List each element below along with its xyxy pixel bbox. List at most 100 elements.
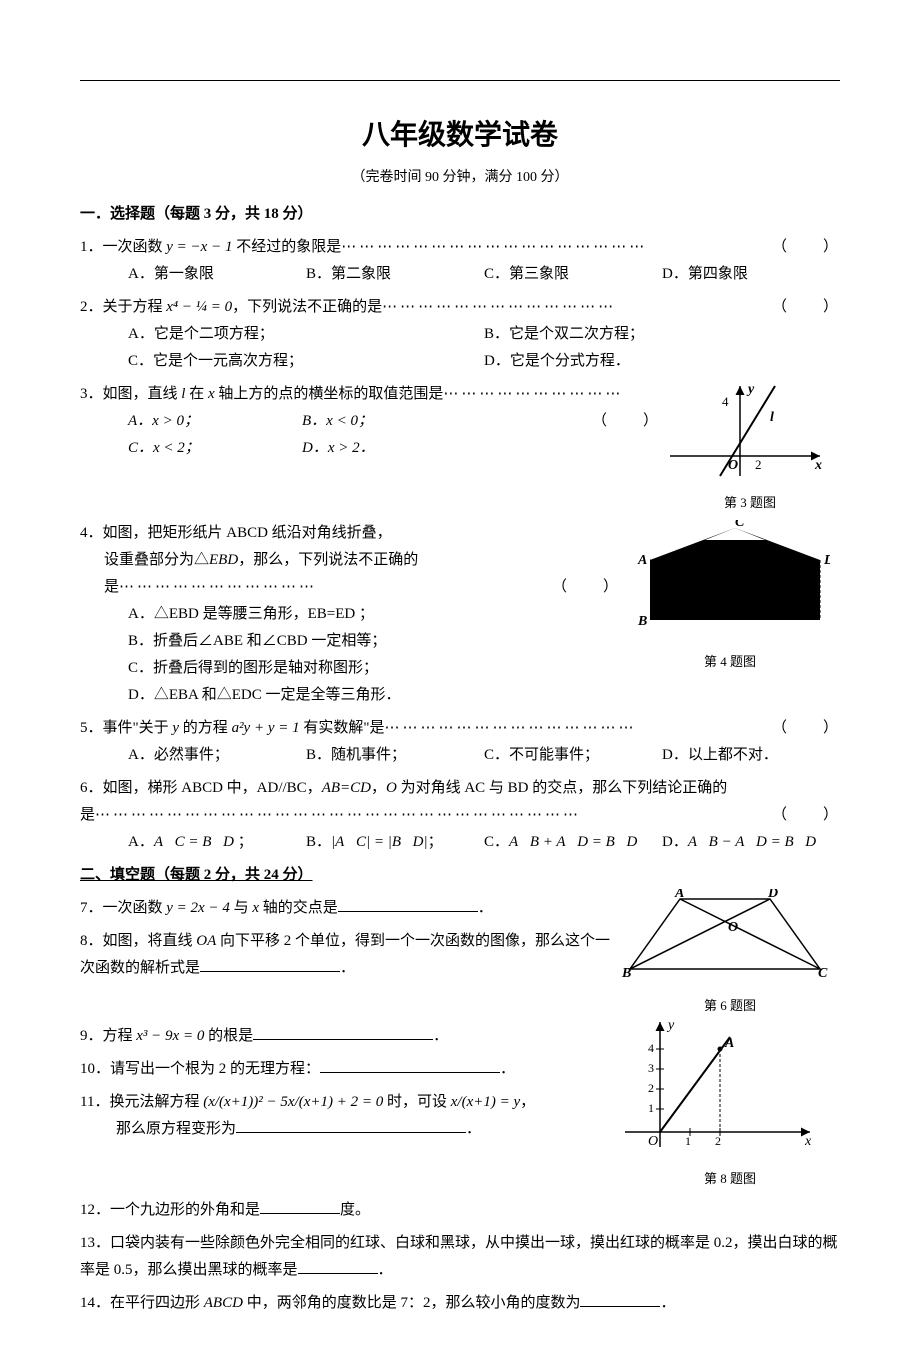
q1-paren: （ ） — [772, 234, 840, 261]
q14-stem-pre: 14．在平行四边形 — [80, 1295, 204, 1311]
q7-math: y = 2x − 4 — [166, 900, 230, 916]
q2-choice-a: A．它是个二项方程； — [128, 321, 484, 348]
svg-text:B: B — [621, 966, 631, 981]
q3-figure-label: 第 3 题图 — [660, 491, 840, 514]
question-6: 6．如图，梯形 ABCD 中，AD//BC，AB=CD，O 为对角线 AC 与 … — [80, 775, 840, 856]
q6-choice-a: A．A⃗C = B⃗D ； — [128, 829, 306, 856]
q1-math: y = −x − 1 — [166, 239, 232, 255]
q2-choice-c: C．它是个一元高次方程； — [128, 348, 484, 375]
q14-post: ． — [660, 1295, 675, 1311]
q6-dots: ⋯⋯⋯⋯⋯⋯⋯⋯⋯⋯⋯⋯⋯⋯⋯⋯⋯⋯⋯⋯⋯⋯⋯⋯⋯⋯⋯ — [95, 807, 581, 823]
q6-choice-d: D．A⃗B − A⃗D = B⃗D — [662, 829, 840, 856]
svg-text:D: D — [823, 553, 830, 568]
q7-stem-pre: 7．一次函数 — [80, 900, 166, 916]
question-2: 2．关于方程 x⁴ − ¼ = 0，下列说法不正确的是⋯⋯⋯⋯⋯⋯⋯⋯⋯⋯⋯⋯⋯… — [80, 294, 840, 375]
question-14: 14．在平行四边形 ABCD 中，两邻角的度数比是 7：2，那么较小角的度数为． — [80, 1290, 840, 1317]
q11-stem-pre: 11．换元法解方程 — [80, 1094, 203, 1110]
q5-choice-b: B．随机事件； — [306, 742, 484, 769]
q7-i: x — [252, 900, 259, 916]
q9-stem-post: 的根是 — [204, 1028, 253, 1044]
question-1: 1．一次函数 y = −x − 1 不经过的象限是⋯⋯⋯⋯⋯⋯⋯⋯⋯⋯⋯⋯⋯⋯⋯… — [80, 234, 840, 288]
question-5: 5．事件"关于 y 的方程 a²y + y = 1 有实数解"是⋯⋯⋯⋯⋯⋯⋯⋯… — [80, 715, 840, 769]
q9-math: x³ − 9x = 0 — [136, 1028, 204, 1044]
section1-head: 一．选择题（每题 3 分，共 18 分） — [80, 201, 840, 228]
q13-blank — [298, 1259, 378, 1274]
svg-text:4: 4 — [722, 394, 729, 409]
q3-stem-mid: 在 — [185, 386, 208, 402]
q5-choice-a: A．必然事件； — [128, 742, 306, 769]
q3-stem-post: 轴上方的点的横坐标的取值范围是 — [215, 386, 444, 402]
svg-text:O: O — [728, 920, 738, 935]
q5-stem-post: 有实数解"是 — [300, 720, 385, 736]
q6-choice-c: C．A⃗B + A⃗D = B⃗D — [484, 829, 662, 856]
q5-choice-c: C．不可能事件； — [484, 742, 662, 769]
q2-dots: ⋯⋯⋯⋯⋯⋯⋯⋯⋯⋯⋯⋯⋯ — [382, 299, 616, 315]
q13-stem: 13．口袋内装有一些除颜色外完全相同的红球、白球和黑球，从中摸出一球，摸出红球的… — [80, 1235, 838, 1278]
svg-text:2: 2 — [648, 1081, 654, 1095]
svg-text:A: A — [724, 1036, 734, 1051]
q3-figure: 4 2 l x y O — [660, 381, 830, 481]
svg-text:E: E — [727, 541, 737, 556]
svg-text:2: 2 — [755, 457, 762, 472]
q9-stem-pre: 9．方程 — [80, 1028, 136, 1044]
q12-stem: 12．一个九边形的外角和是 — [80, 1202, 260, 1218]
q3-i2: x — [208, 386, 215, 402]
svg-text:x: x — [804, 1134, 812, 1149]
q4-stem2-i: EBD — [209, 552, 238, 568]
q11-line2: 那么原方程变形为 — [116, 1121, 236, 1137]
q8-stem-pre: 8．如图，将直线 — [80, 933, 196, 949]
q10-blank — [320, 1058, 500, 1073]
question-3: 3．如图，直线 l 在 x 轴上方的点的横坐标的取值范围是⋯⋯⋯⋯⋯⋯⋯⋯⋯⋯（… — [80, 381, 840, 514]
q7-blank — [338, 897, 478, 912]
q14-i: ABCD — [204, 1295, 243, 1311]
q8-i: OA — [196, 933, 216, 949]
q5-dots: ⋯⋯⋯⋯⋯⋯⋯⋯⋯⋯⋯⋯⋯⋯ — [385, 720, 637, 736]
q11-math1: (x/(x+1))² − 5x/(x+1) + 2 = 0 — [203, 1094, 383, 1110]
q1-choice-a: A．第一象限 — [128, 261, 306, 288]
svg-text:O: O — [728, 458, 738, 473]
q6-stem-mid: ， — [371, 780, 386, 796]
question-13: 13．口袋内装有一些除颜色外完全相同的红球、白球和黑球，从中摸出一球，摸出红球的… — [80, 1230, 840, 1284]
q8-post: ． — [340, 960, 355, 976]
q3-dots: ⋯⋯⋯⋯⋯⋯⋯⋯⋯⋯ — [443, 386, 623, 402]
q9-post: ． — [433, 1028, 448, 1044]
q1-choice-c: C．第三象限 — [484, 261, 662, 288]
q6-stem-pre: 6．如图，梯形 ABCD 中，AD//BC， — [80, 780, 322, 796]
q2-choice-b: B．它是个双二次方程； — [484, 321, 840, 348]
q4-figure-label: 第 4 题图 — [620, 650, 840, 673]
q4-choice-a: A．△EBD 是等腰三角形，EB=ED ； — [128, 601, 620, 628]
q3-choice-a: A．x > 0； — [128, 408, 302, 435]
svg-text:y: y — [666, 1018, 675, 1033]
q5-paren: （ ） — [772, 715, 840, 742]
q6-stem-math: AB=CD — [322, 780, 371, 796]
q2-stem-post: ，下列说法不正确的是 — [232, 299, 382, 315]
svg-text:C: C — [735, 520, 745, 530]
question-9: 9．方程 x³ − 9x = 0 的根是 ． — [80, 1023, 620, 1050]
q11-post: ． — [466, 1121, 481, 1137]
q11-blank — [236, 1118, 466, 1133]
q4-stem2-pre: 设重叠部分为△ — [104, 552, 209, 568]
q12-blank — [260, 1199, 340, 1214]
q7-post: ． — [478, 900, 493, 916]
q3-choice-b: B．x < 0； — [302, 408, 476, 435]
svg-text:1: 1 — [648, 1101, 654, 1115]
q3-choice-d: D．x > 2． — [302, 435, 476, 462]
page-subtitle: （完卷时间 90 分钟，满分 100 分） — [80, 165, 840, 190]
q1-dots: ⋯⋯⋯⋯⋯⋯⋯⋯⋯⋯⋯⋯⋯⋯⋯⋯⋯ — [341, 239, 647, 255]
q6-choice-b: B．|A⃗C| = |B⃗D|； — [306, 829, 484, 856]
q4-figure: A B C D E — [620, 520, 830, 640]
q4-choice-d: D．△EBA 和△EDC 一定是全等三角形． — [128, 682, 620, 709]
svg-text:2: 2 — [715, 1134, 721, 1148]
q10-stem: 10．请写出一个根为 2 的无理方程： — [80, 1061, 320, 1077]
q6-figure: A B C D O — [620, 889, 830, 984]
svg-text:A: A — [637, 553, 647, 568]
svg-text:O: O — [648, 1134, 658, 1149]
q7-stem-post: 轴的交点是 — [259, 900, 338, 916]
q9-blank — [253, 1025, 433, 1040]
svg-text:B: B — [637, 614, 647, 629]
q5-choice-d: D．以上都不对． — [662, 742, 840, 769]
q7-stem-mid: 与 — [230, 900, 253, 916]
q14-blank — [580, 1292, 660, 1307]
section2-head: 二、填空题（每题 2 分，共 24 分） — [80, 862, 840, 889]
q1-stem-pre: 1．一次函数 — [80, 239, 166, 255]
